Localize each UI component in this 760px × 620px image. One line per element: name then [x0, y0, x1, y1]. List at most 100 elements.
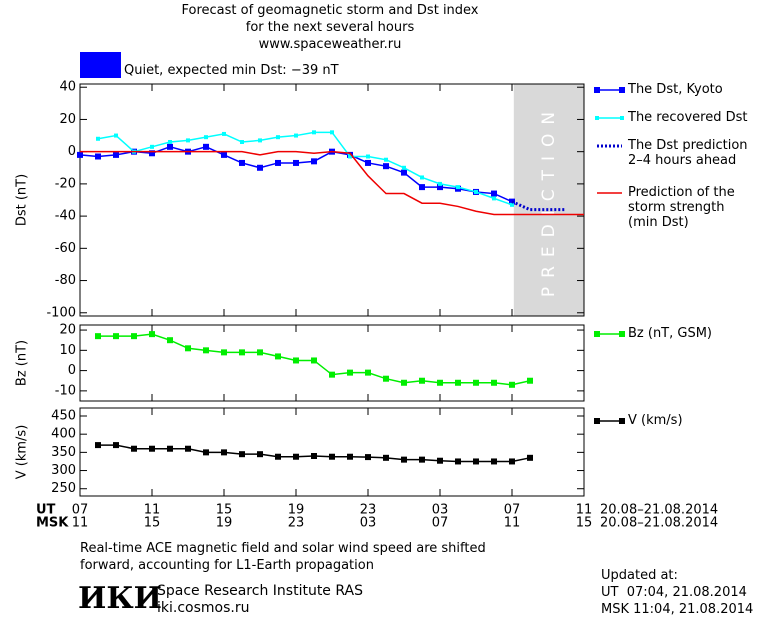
y-tick-label: 0	[68, 144, 76, 159]
marker	[222, 131, 226, 136]
x-tick-label: 15	[144, 516, 161, 531]
x-tick-label: 15	[576, 516, 593, 531]
site: iki.cosmos.ru	[157, 600, 250, 616]
y-tick-label: -10	[55, 383, 76, 398]
marker	[185, 345, 191, 352]
series-line	[511, 200, 566, 212]
marker	[311, 158, 317, 165]
marker	[149, 331, 155, 338]
x-tick-label: 03	[360, 516, 377, 531]
x-tick-label: 03	[432, 503, 449, 518]
marker	[95, 333, 101, 340]
marker	[330, 130, 334, 135]
institute: Space Research Institute RAS	[157, 583, 363, 599]
y-tick-label: 350	[51, 445, 76, 460]
legend-entry: The recovered Dst	[628, 110, 748, 125]
legend-marker	[594, 418, 600, 424]
marker	[204, 135, 208, 140]
y-tick-label: 40	[59, 80, 76, 95]
marker	[401, 456, 407, 463]
legend-entry: Bz (nT, GSM)	[628, 326, 713, 341]
marker	[95, 442, 101, 449]
prediction-label: PREDICTION	[539, 103, 559, 297]
marker	[401, 379, 407, 386]
marker	[221, 349, 227, 356]
marker	[329, 453, 335, 460]
marker	[239, 349, 245, 356]
x-tick-label: 11	[72, 516, 89, 531]
updated-ut: UT 07:04, 21.08.2014	[601, 585, 747, 600]
marker	[347, 369, 353, 376]
marker	[239, 159, 245, 166]
marker	[293, 159, 299, 166]
legend-marker	[594, 331, 600, 337]
x-tick-label: 15	[216, 503, 233, 518]
marker	[150, 144, 154, 149]
note-line: forward, accounting for L1-Earth propaga…	[80, 558, 374, 573]
y-axis-label: Dst (nT)	[15, 174, 30, 226]
marker	[257, 349, 263, 356]
marker	[258, 138, 262, 143]
prediction-zone	[513, 84, 584, 316]
plot-frame	[79, 324, 585, 402]
marker	[240, 140, 244, 144]
marker	[509, 458, 515, 465]
marker	[275, 159, 281, 166]
marker	[437, 379, 443, 386]
x-tick-label: 07	[72, 503, 89, 518]
legend-marker	[595, 116, 599, 120]
legend-entry: The Dst prediction 2–4 hours ahead	[628, 138, 748, 168]
series-line	[97, 131, 513, 206]
marker	[293, 453, 299, 460]
x-tick-label: 23	[288, 516, 305, 531]
marker	[312, 130, 316, 135]
marker	[419, 184, 425, 191]
marker	[347, 453, 353, 460]
legend-entry: V (km/s)	[628, 413, 683, 428]
marker	[167, 445, 173, 452]
marker	[203, 347, 209, 354]
legend-marker	[619, 418, 625, 424]
y-tick-label: -20	[55, 176, 76, 191]
marker	[438, 181, 442, 186]
marker	[203, 449, 209, 456]
marker	[276, 135, 280, 140]
marker	[311, 357, 317, 364]
y-axis-label: V (km/s)	[15, 425, 30, 480]
marker	[473, 458, 479, 465]
y-tick-label: 450	[51, 409, 76, 424]
y-tick-label: 0	[68, 363, 76, 378]
marker	[311, 453, 317, 459]
y-tick-label: -80	[55, 273, 76, 288]
marker	[96, 136, 100, 141]
marker	[167, 337, 173, 344]
marker	[384, 157, 388, 162]
marker	[275, 453, 281, 460]
marker	[275, 353, 281, 360]
y-tick-label: 20	[59, 112, 76, 127]
y-axis-label: Bz (nT)	[15, 340, 30, 386]
marker	[510, 202, 514, 207]
marker	[365, 159, 371, 166]
legend-marker	[619, 331, 625, 337]
marker	[149, 150, 155, 157]
x-tick-label: 19	[288, 503, 305, 518]
marker	[95, 153, 101, 160]
marker	[401, 169, 407, 176]
x-tick-label: 07	[504, 503, 521, 518]
marker	[455, 379, 461, 386]
y-tick-label: 250	[51, 481, 76, 496]
marker	[221, 449, 227, 456]
y-tick-label: 300	[51, 463, 76, 478]
marker	[455, 458, 461, 465]
x-tick-label: 11	[504, 516, 521, 531]
y-tick-label: -100	[46, 305, 76, 320]
marker	[419, 377, 425, 384]
legend-entry: Prediction of the storm strength (min Ds…	[628, 185, 735, 230]
date-range: 20.08–21.08.2014	[600, 503, 718, 518]
marker	[365, 369, 371, 376]
y-tick-label: 10	[59, 343, 76, 358]
marker	[491, 458, 497, 465]
marker	[383, 163, 389, 170]
legend-marker	[594, 87, 600, 93]
